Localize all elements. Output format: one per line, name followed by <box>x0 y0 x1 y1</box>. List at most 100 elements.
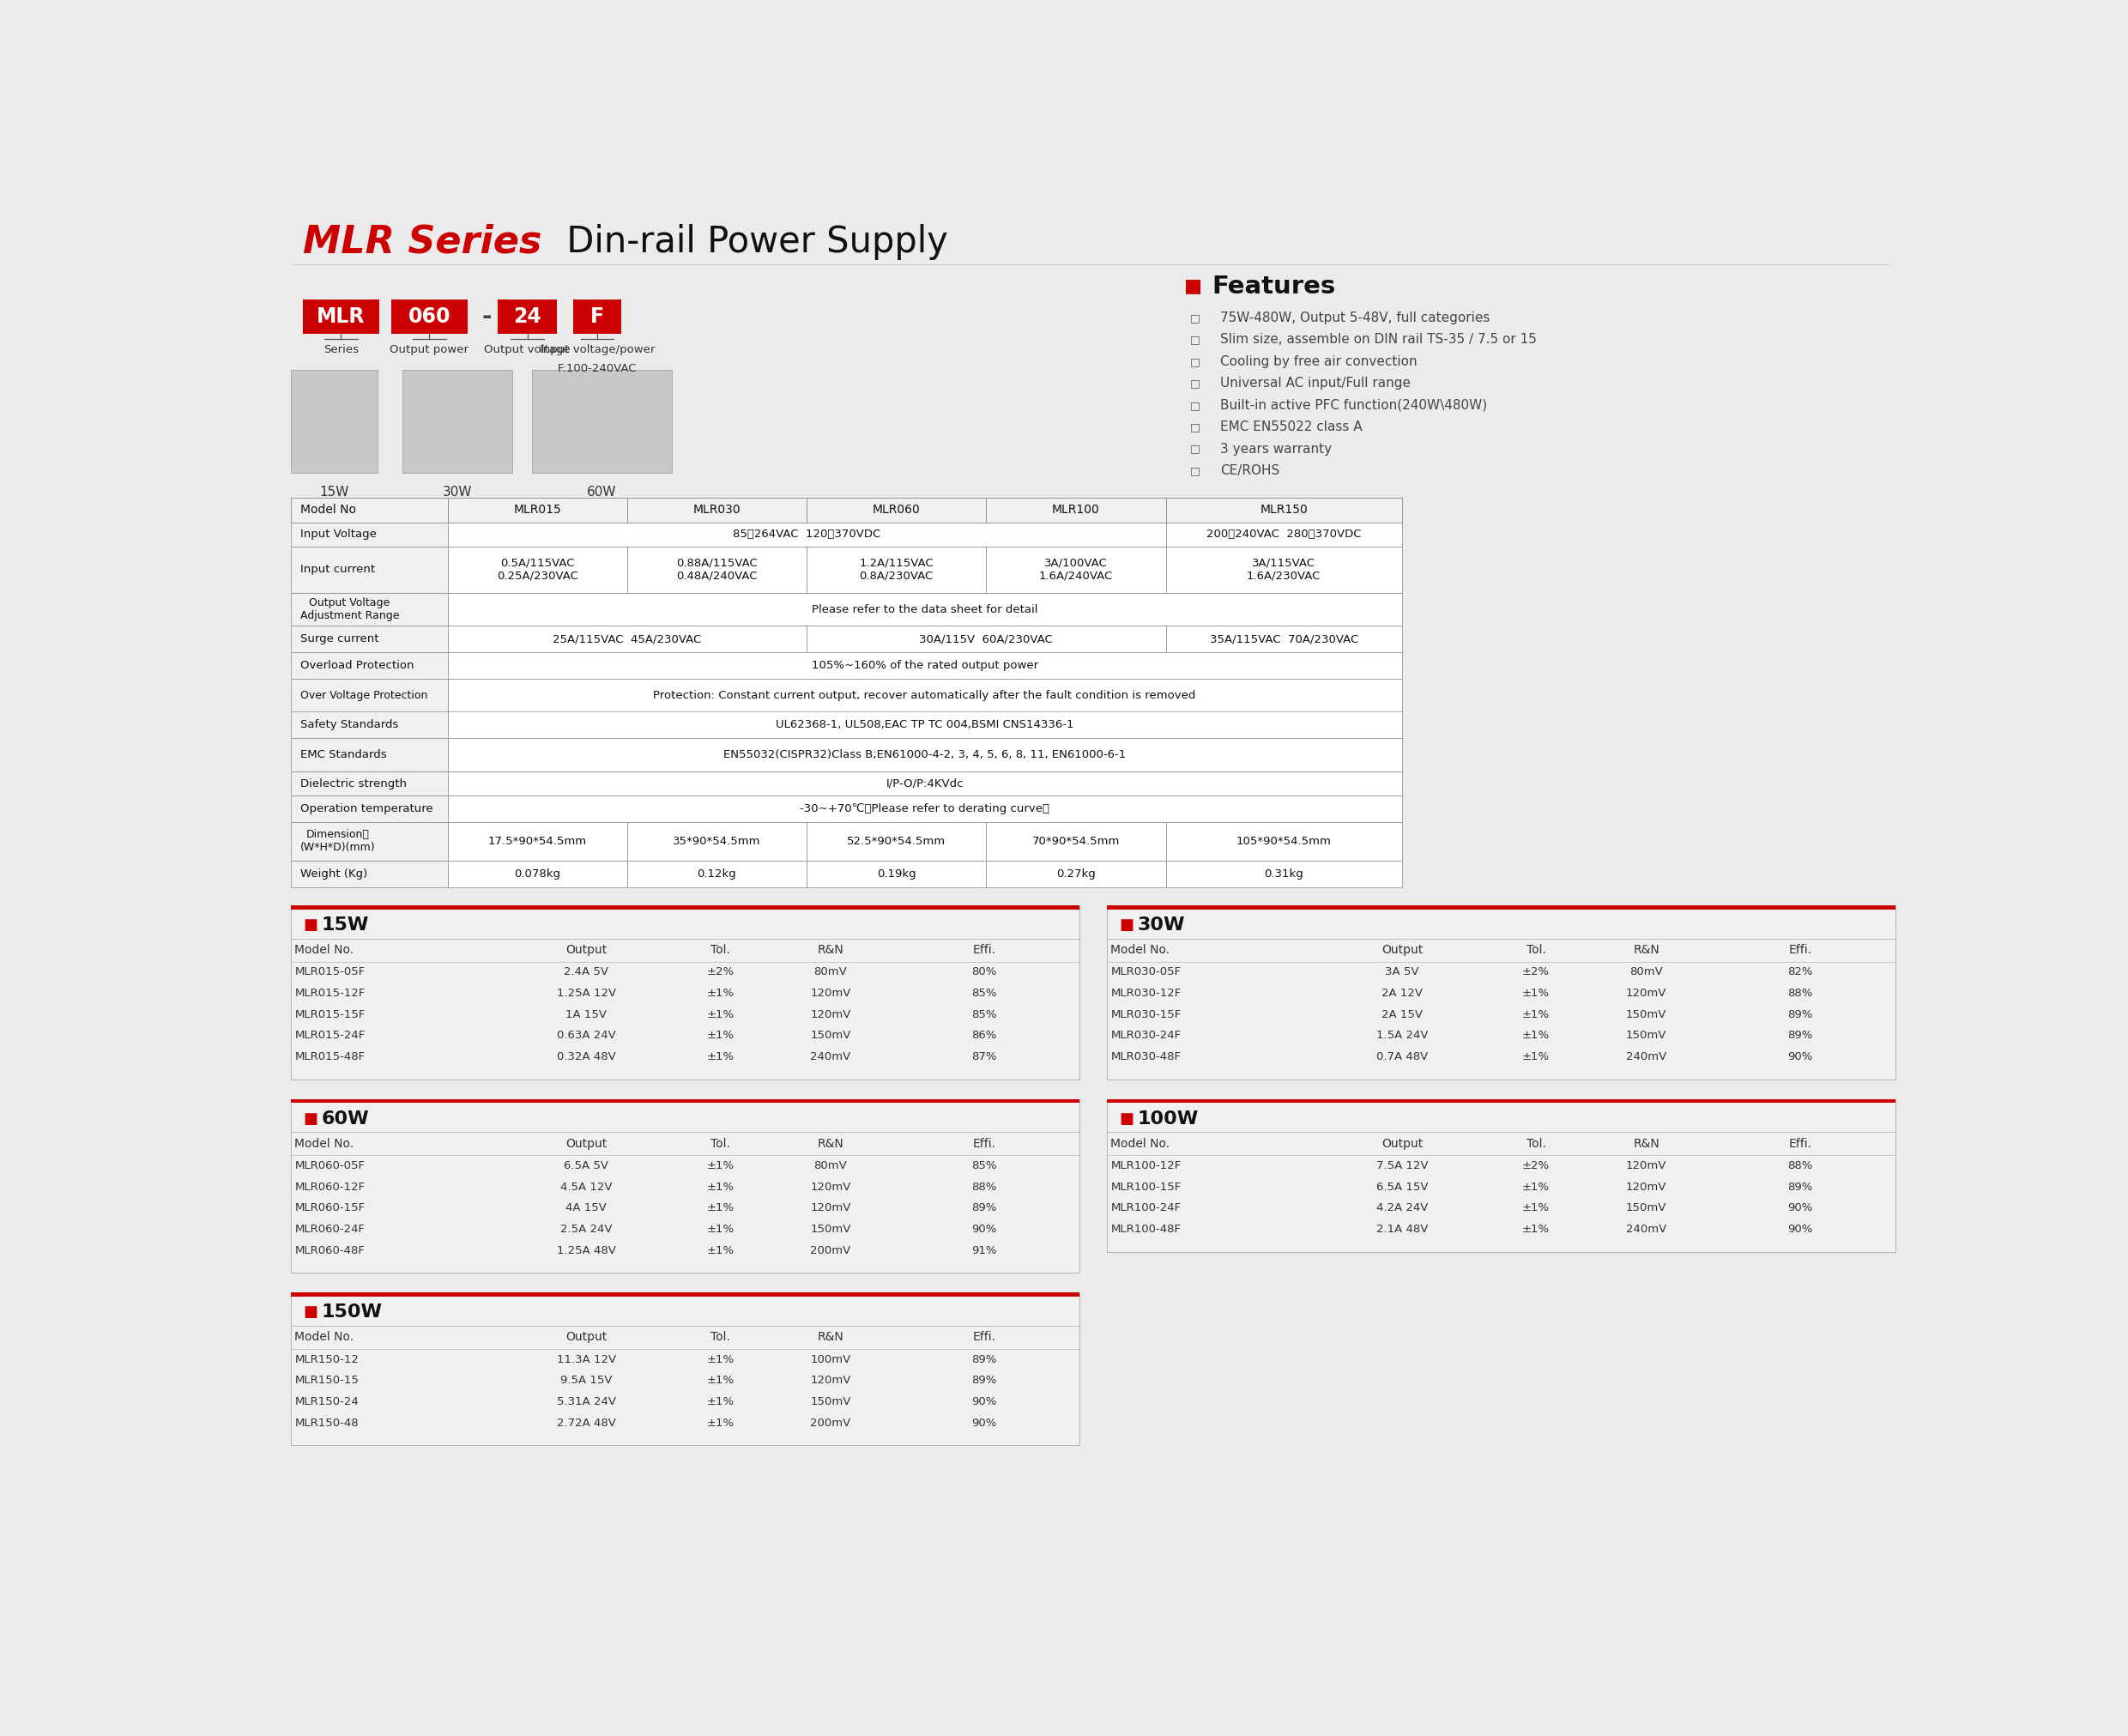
Text: 4.5A 12V: 4.5A 12V <box>560 1180 613 1193</box>
Bar <box>1166 523 1402 547</box>
Text: 35A/115VAC  70A/230VAC: 35A/115VAC 70A/230VAC <box>1209 634 1358 644</box>
Text: Tol.: Tol. <box>711 944 730 957</box>
Bar <box>1166 547 1402 594</box>
Bar <box>292 498 447 523</box>
Text: 060: 060 <box>409 306 451 326</box>
Text: Effi.: Effi. <box>972 1332 996 1344</box>
Text: 1.25A 48V: 1.25A 48V <box>558 1245 615 1255</box>
Bar <box>447 547 628 594</box>
Text: MLR015-24F: MLR015-24F <box>294 1029 366 1042</box>
Text: 0.7A 48V: 0.7A 48V <box>1377 1052 1428 1062</box>
Text: MLR060-15F: MLR060-15F <box>294 1203 366 1213</box>
Text: Din-rail Power Supply: Din-rail Power Supply <box>555 224 949 260</box>
Text: 2A 15V: 2A 15V <box>1381 1009 1424 1021</box>
Text: ±1%: ±1% <box>1522 1203 1549 1213</box>
Text: 90%: 90% <box>1788 1052 1813 1062</box>
Text: Output: Output <box>1381 944 1424 957</box>
Bar <box>532 370 672 472</box>
Text: MLR015-48F: MLR015-48F <box>294 1052 366 1062</box>
Text: MLR Series: MLR Series <box>302 224 541 260</box>
Text: 3A/115VAC
1.6A/230VAC: 3A/115VAC 1.6A/230VAC <box>1247 557 1321 582</box>
Text: 120mV: 120mV <box>811 1203 851 1213</box>
Text: 150W: 150W <box>321 1304 383 1321</box>
Bar <box>572 300 621 333</box>
Text: 60W: 60W <box>321 1111 368 1127</box>
Bar <box>402 370 513 472</box>
Text: MLR100: MLR100 <box>1051 503 1100 516</box>
Text: ±1%: ±1% <box>1522 1180 1549 1193</box>
Text: 89%: 89% <box>1788 1180 1813 1193</box>
Text: 0.19kg: 0.19kg <box>877 868 915 880</box>
Bar <box>447 498 628 523</box>
Text: R&N: R&N <box>817 1137 843 1149</box>
Bar <box>292 1099 1079 1102</box>
Text: EN55032(CISPR32)Class B;EN61000-4-2, 3, 4, 5, 6, 8, 11, EN61000-6-1: EN55032(CISPR32)Class B;EN61000-4-2, 3, … <box>724 750 1126 760</box>
Text: Input Voltage: Input Voltage <box>300 529 377 540</box>
Text: Tol.: Tol. <box>711 1137 730 1149</box>
Text: ±1%: ±1% <box>1522 1052 1549 1062</box>
Text: R&N: R&N <box>1632 1137 1660 1149</box>
Text: 1.25A 12V: 1.25A 12V <box>558 988 615 998</box>
Text: 240mV: 240mV <box>1626 1224 1666 1234</box>
Bar <box>292 906 1079 910</box>
Text: Model No.: Model No. <box>294 944 353 957</box>
Text: 30W: 30W <box>1136 917 1185 934</box>
Text: 85～264VAC  120～370VDC: 85～264VAC 120～370VDC <box>732 529 881 540</box>
Text: Input voltage/power: Input voltage/power <box>541 344 655 356</box>
Text: 30W: 30W <box>443 486 472 498</box>
Text: 0.5A/115VAC
0.25A/230VAC: 0.5A/115VAC 0.25A/230VAC <box>496 557 579 582</box>
Text: 70*90*54.5mm: 70*90*54.5mm <box>1032 835 1119 847</box>
Text: Output power: Output power <box>389 344 468 356</box>
Text: MLR015-15F: MLR015-15F <box>294 1009 366 1021</box>
Text: MLR060-48F: MLR060-48F <box>294 1245 364 1255</box>
Text: Effi.: Effi. <box>1790 944 1811 957</box>
Text: R&N: R&N <box>817 1332 843 1344</box>
Text: MLR030-48F: MLR030-48F <box>1111 1052 1181 1062</box>
Text: 89%: 89% <box>972 1354 998 1364</box>
Text: Safety Standards: Safety Standards <box>300 719 398 731</box>
Text: MLR015-05F: MLR015-05F <box>294 967 366 977</box>
Text: 0.88A/115VAC
0.48A/240VAC: 0.88A/115VAC 0.48A/240VAC <box>677 557 758 582</box>
Text: MLR030-05F: MLR030-05F <box>1111 967 1181 977</box>
Bar <box>447 795 1402 823</box>
Text: ±1%: ±1% <box>706 1396 734 1408</box>
Text: 17.5*90*54.5mm: 17.5*90*54.5mm <box>487 835 587 847</box>
Text: 24: 24 <box>513 306 541 326</box>
Text: Effi.: Effi. <box>972 944 996 957</box>
Bar <box>1107 1099 1896 1102</box>
Text: MLR150-15: MLR150-15 <box>294 1375 360 1385</box>
Bar <box>392 300 468 333</box>
Bar <box>292 679 447 712</box>
Bar <box>1166 627 1402 653</box>
Text: 89%: 89% <box>972 1203 998 1213</box>
Text: 89%: 89% <box>972 1375 998 1385</box>
Text: 89%: 89% <box>1788 1009 1813 1021</box>
Text: ■: ■ <box>302 1111 317 1127</box>
Text: ±2%: ±2% <box>1522 967 1549 977</box>
Text: Output: Output <box>1381 1137 1424 1149</box>
Text: MLR100-24F: MLR100-24F <box>1111 1203 1181 1213</box>
Text: □: □ <box>1190 443 1200 455</box>
Text: 90%: 90% <box>1788 1203 1813 1213</box>
Bar <box>1166 861 1402 887</box>
Text: Output voltage: Output voltage <box>485 344 570 356</box>
Text: MLR150-12: MLR150-12 <box>294 1354 360 1364</box>
Text: 120mV: 120mV <box>811 1009 851 1021</box>
Text: 105%~160% of the rated output power: 105%~160% of the rated output power <box>811 660 1038 672</box>
Text: 0.078kg: 0.078kg <box>515 868 560 880</box>
Text: MLR150-48: MLR150-48 <box>294 1417 360 1429</box>
Text: Surge current: Surge current <box>300 634 379 644</box>
Bar <box>1107 906 1896 910</box>
Text: 1.5A 24V: 1.5A 24V <box>1377 1029 1428 1042</box>
Bar <box>447 679 1402 712</box>
Text: 88%: 88% <box>1788 1160 1813 1172</box>
Text: 3 years warranty: 3 years warranty <box>1219 443 1332 455</box>
Text: □: □ <box>1190 378 1200 389</box>
Text: EMC EN55022 class A: EMC EN55022 class A <box>1219 420 1362 434</box>
Text: ■: ■ <box>302 1305 317 1319</box>
Text: 3A/100VAC
1.6A/240VAC: 3A/100VAC 1.6A/240VAC <box>1038 557 1113 582</box>
Bar <box>628 547 807 594</box>
Text: 90%: 90% <box>972 1417 998 1429</box>
Text: ±1%: ±1% <box>706 1052 734 1062</box>
Bar <box>292 861 447 887</box>
